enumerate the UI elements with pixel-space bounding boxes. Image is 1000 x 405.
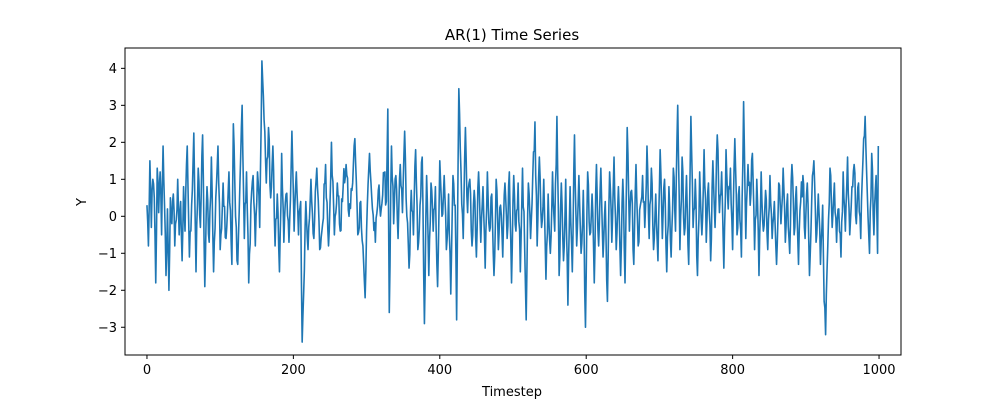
x-axis-label: Timestep: [481, 385, 542, 400]
x-tick-label: 600: [574, 363, 599, 378]
x-tick-label: 200: [281, 363, 306, 378]
series-line: [146, 60, 880, 343]
x-axis: 0 200 400 600 800 1000: [143, 355, 896, 378]
y-tick-label: −2: [98, 284, 117, 299]
y-tick-label: 4: [109, 62, 117, 77]
chart-title: AR(1) Time Series: [445, 26, 579, 44]
axes-frame: [124, 47, 902, 356]
plot-area: [146, 60, 880, 343]
y-tick-label: 2: [109, 136, 117, 151]
x-tick-label: 400: [427, 363, 452, 378]
y-tick-label: 0: [109, 210, 117, 225]
y-axis: −3 −2 −1 0 1 2 3 4: [98, 62, 125, 336]
y-tick-label: 3: [109, 99, 117, 114]
y-tick-label: −3: [98, 321, 117, 336]
x-tick-label: 800: [720, 363, 745, 378]
x-tick-label: 0: [143, 363, 151, 378]
y-tick-label: −1: [98, 247, 117, 262]
x-tick-label: 1000: [862, 363, 895, 378]
y-tick-label: 1: [109, 173, 117, 188]
y-axis-label: Y: [75, 198, 90, 207]
